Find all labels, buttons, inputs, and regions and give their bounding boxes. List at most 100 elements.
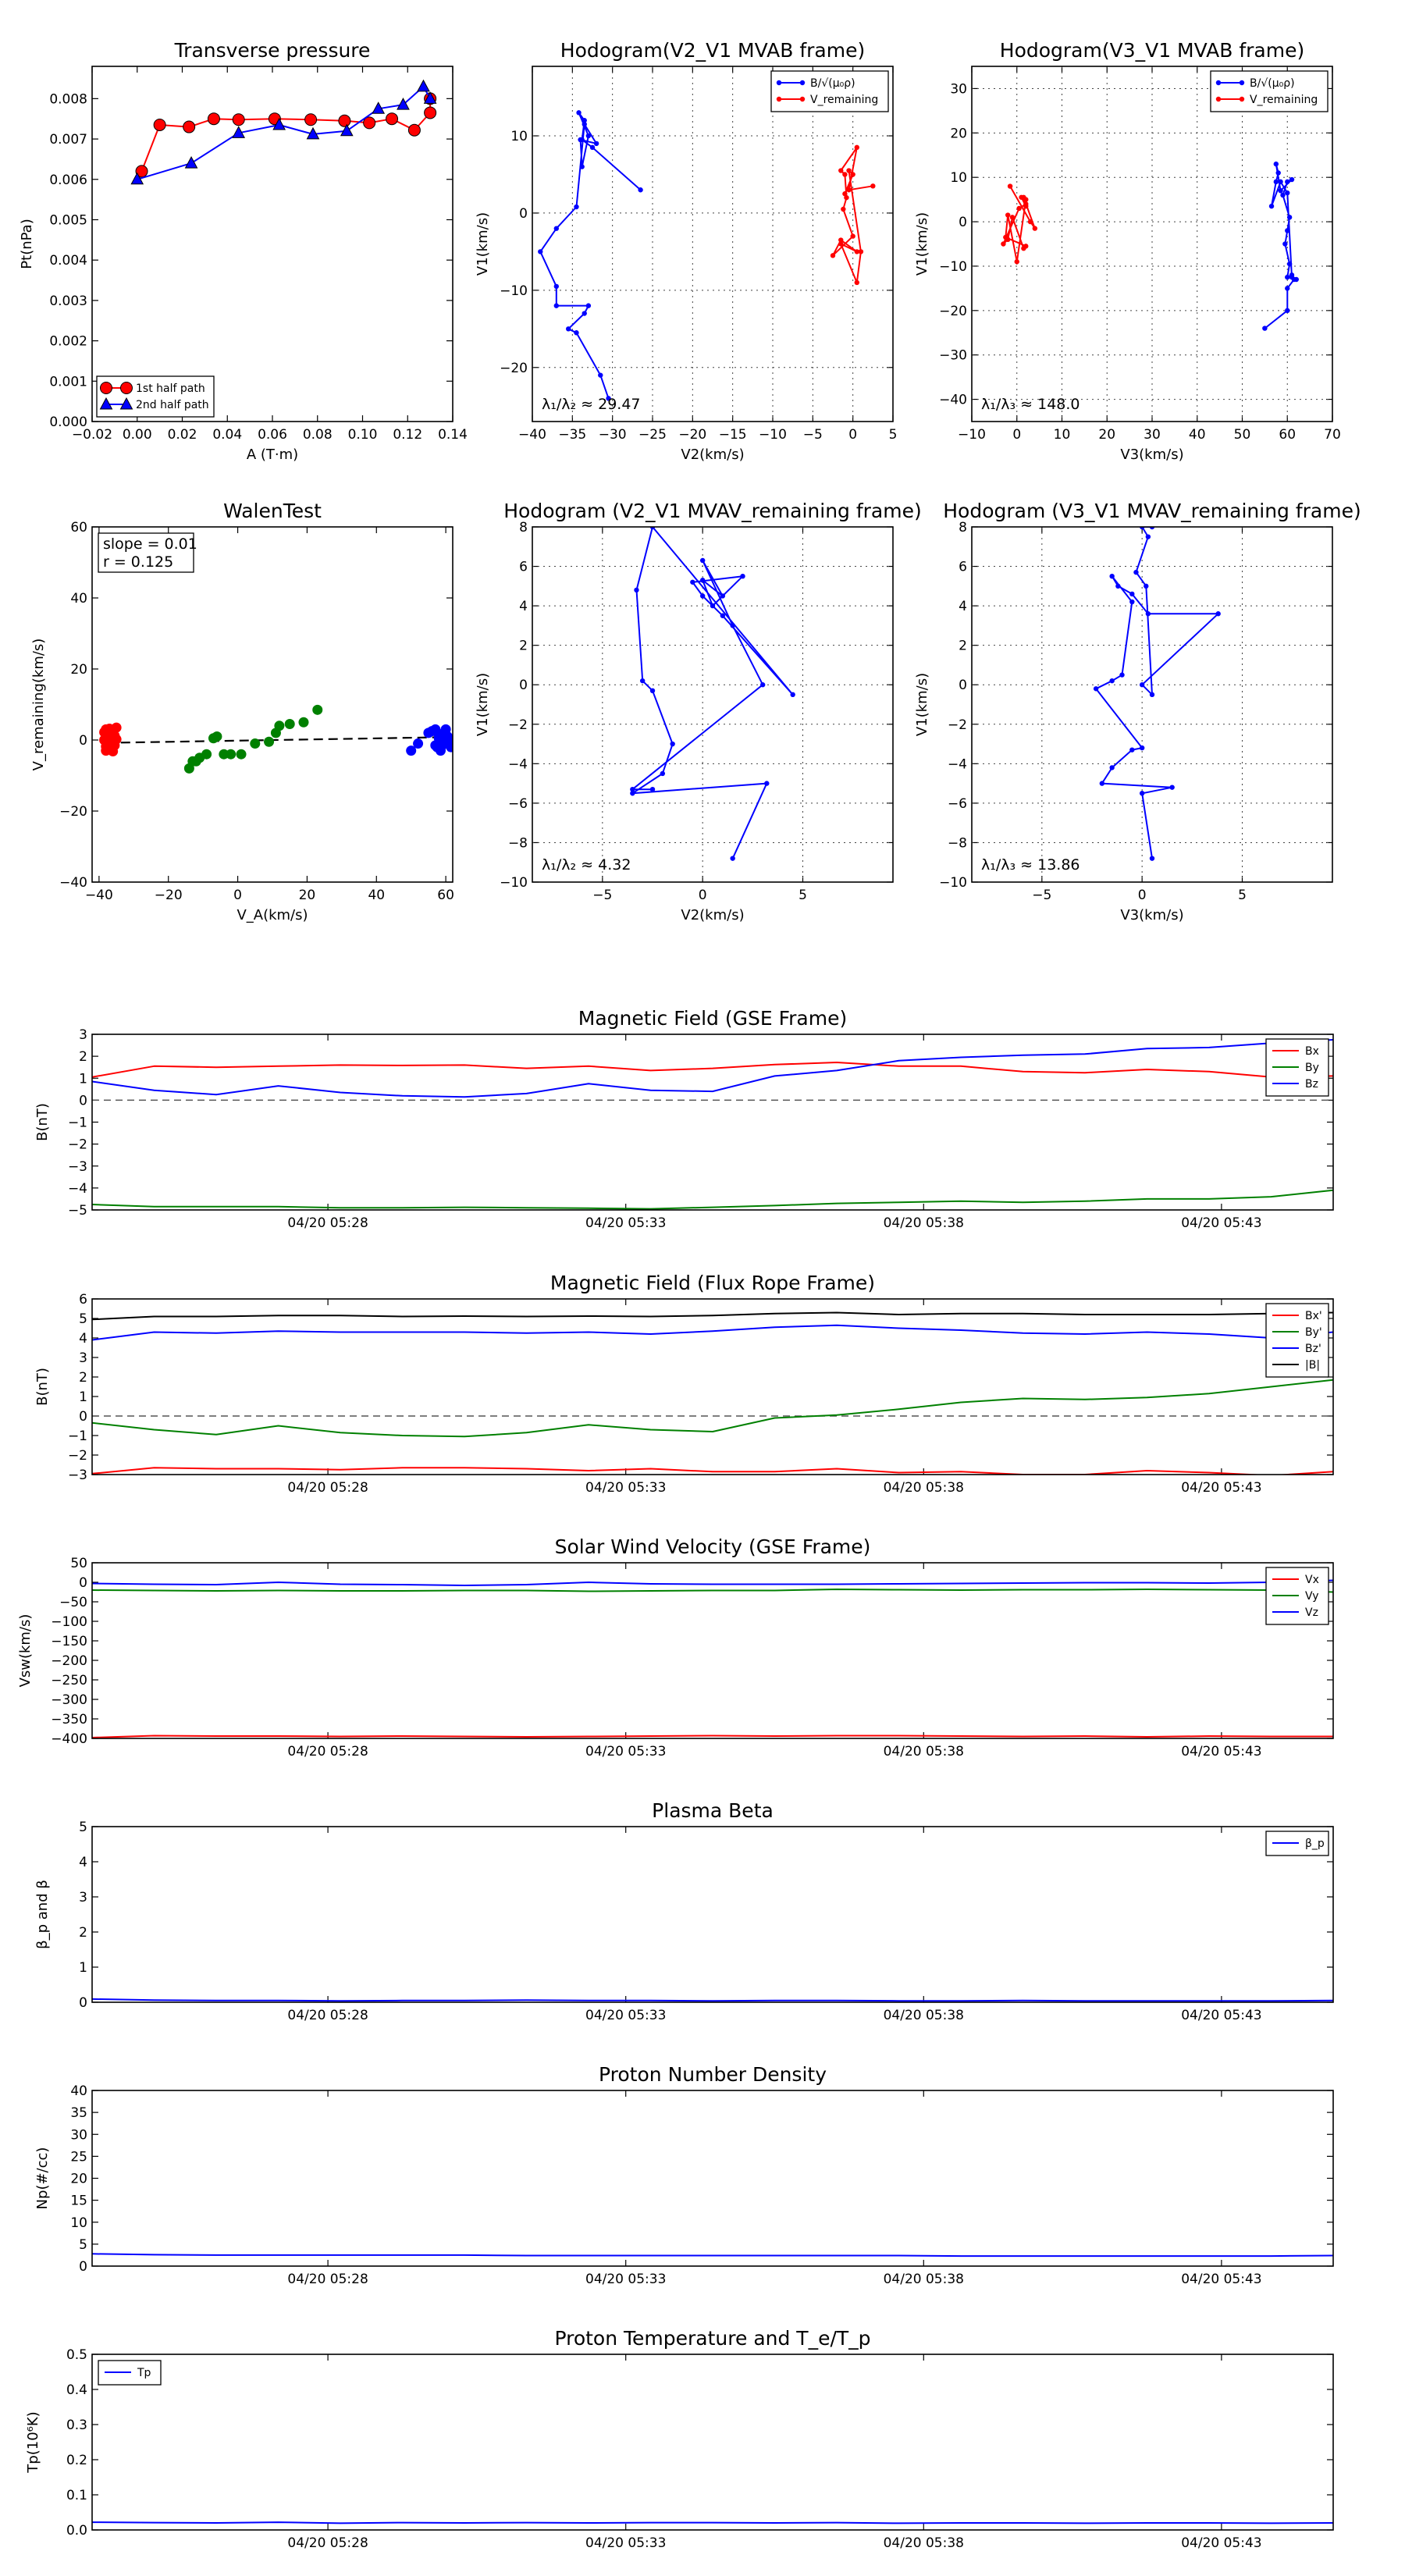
series-v-remaining-point	[1005, 212, 1011, 218]
series-v-remaining-point	[854, 279, 860, 286]
series-group-1-point	[1144, 583, 1149, 589]
plot-area	[92, 1311, 1333, 1475]
plot-frame	[971, 526, 1333, 883]
legend-label: Bx'	[1305, 1310, 1322, 1322]
y-tick-label: −10	[500, 875, 528, 891]
y-tick-label: 2	[79, 1049, 87, 1065]
series-group-2-point	[201, 749, 212, 760]
y-tick-label: −8	[948, 835, 967, 851]
y-tick-label: 10	[950, 170, 967, 186]
series-b--point	[598, 372, 603, 378]
x-axis-label: V2(km/s)	[681, 907, 744, 923]
x-tick-label: 0	[699, 888, 707, 903]
series-1st-half-path-point	[153, 118, 166, 131]
y-tick-label: −10	[939, 259, 967, 275]
series-group-3-point	[439, 729, 450, 740]
x-tick-label: 04/20 05:33	[585, 1480, 666, 1496]
x-tick-label: 04/20 05:28	[287, 2008, 368, 2023]
x-tick-label: −25	[638, 427, 667, 443]
y-tick-label: 0	[79, 1995, 87, 2011]
series-group-1-point	[1169, 785, 1175, 790]
x-tick-label: −5	[1032, 888, 1051, 903]
series-1st-half-path-point	[338, 114, 351, 127]
x-tick-label: −40	[85, 888, 113, 903]
series-b--point	[638, 187, 643, 193]
legend-label: Bz'	[1305, 1343, 1321, 1355]
x-tick-label: −5	[803, 427, 823, 443]
chart-title: Transverse pressure	[174, 39, 371, 62]
series-group-3-point	[446, 742, 453, 753]
x-tick-label: 04/20 05:28	[287, 2535, 368, 2551]
x-tick-label: 04/20 05:33	[585, 2272, 666, 2287]
y-tick-label: 20	[950, 126, 967, 141]
legend-marker	[1239, 96, 1245, 102]
plot-area	[92, 1998, 1333, 2002]
legend-marker	[776, 80, 782, 86]
legend-marker	[1215, 80, 1222, 86]
legend: Tp	[98, 2360, 162, 2386]
x-tick-label: 20	[299, 888, 316, 903]
series-group-3-point	[406, 745, 417, 756]
y-tick-label: 0	[959, 215, 967, 230]
series-v-remaining-point	[1014, 259, 1019, 265]
legend-label: By'	[1305, 1326, 1322, 1339]
series-1st-half-path-point	[424, 106, 437, 119]
legend-marker	[119, 397, 133, 410]
plot-area	[1001, 161, 1300, 331]
series-b--point	[1293, 276, 1300, 283]
series-group-1-point	[1129, 747, 1135, 753]
series-b--point	[538, 249, 543, 254]
series-2nd-half-path-point	[184, 156, 198, 169]
series-v-remaining-point	[1009, 215, 1016, 220]
x-tick-label: 04/20 05:43	[1181, 2008, 1261, 2023]
chart-title: Hodogram (V2_V1 MVAV_remaining frame)	[503, 500, 922, 522]
legend-marker	[776, 96, 782, 102]
y-tick-label: 1	[79, 1389, 87, 1405]
series-group-1-point	[1099, 781, 1105, 786]
y-tick-label: −4	[508, 756, 528, 772]
x-axis-label: A (T·m)	[247, 447, 298, 463]
x-tick-label: −15	[719, 427, 747, 443]
y-tick-label: −200	[51, 1653, 87, 1669]
y-tick-label: 3	[79, 1350, 87, 1366]
series-b--point	[566, 326, 571, 332]
y-tick-label: −2	[948, 717, 967, 733]
plot-frame	[91, 526, 454, 883]
y-tick-label: 5	[79, 1820, 87, 1835]
plot-area	[92, 2253, 1333, 2258]
x-tick-label: 04/20 05:33	[585, 1744, 666, 1759]
y-tick-label: 0.008	[49, 91, 87, 107]
series-group-2-point	[187, 756, 198, 767]
y-tick-label: 3	[79, 1890, 87, 1905]
series-v-remaining-point	[854, 249, 860, 254]
series-2nd-half-path-point	[372, 101, 386, 114]
series-group-2-point	[226, 749, 237, 760]
plot-frame	[91, 1562, 1334, 1739]
series-group-1-point	[740, 573, 745, 579]
y-tick-label: 0.3	[66, 2418, 87, 2433]
series-v-remaining-point	[838, 168, 844, 173]
y-tick-label: 1	[79, 1071, 87, 1087]
y-tick-label: 0	[79, 733, 87, 749]
series-group-1-point	[630, 786, 635, 792]
x-tick-label: −35	[558, 427, 586, 443]
x-tick-label: 0.12	[393, 427, 422, 443]
y-tick-label: 20	[70, 2172, 87, 2187]
plot-frame	[91, 1034, 1334, 1211]
y-tick-label: 4	[959, 599, 967, 614]
y-tick-label: −150	[51, 1634, 87, 1649]
fit-line	[105, 736, 446, 744]
chart-panel-10: Plasma Beta 0 1 2 3 4 5 04/20 05:28 04/20 05:33 0…	[34, 1799, 1334, 2023]
series-group-1-point	[104, 738, 115, 749]
series-group-2-point	[236, 749, 247, 760]
series-group-1-point	[99, 727, 110, 738]
series-bz-line	[92, 1039, 1333, 1098]
series-b--point	[606, 396, 611, 401]
x-tick-label: 04/20 05:38	[884, 1215, 964, 1231]
y-tick-label: 20	[70, 662, 87, 678]
series-group-1-point	[699, 557, 706, 564]
series-v-remaining-point	[854, 144, 860, 151]
x-tick-label: 0.10	[348, 427, 378, 443]
y-tick-label: 40	[70, 2083, 87, 2099]
series-group-2-point	[264, 736, 275, 747]
